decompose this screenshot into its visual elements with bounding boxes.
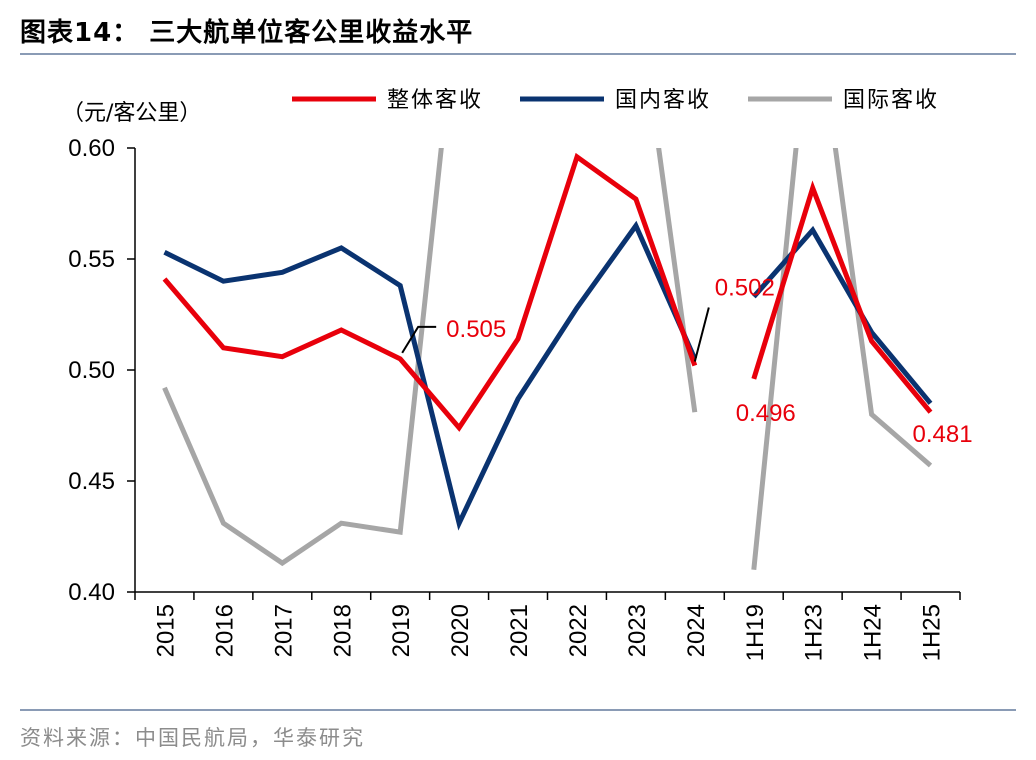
data-label: 0.481: [913, 421, 973, 448]
y-tick-label: 0.40: [68, 579, 115, 606]
series-line-2-annual: [163, 220, 698, 531]
data-label: 0.496: [736, 400, 796, 427]
series-layer: [162, 148, 933, 571]
data-label: 0.505: [446, 316, 506, 343]
y-tick-label: 0.45: [68, 468, 115, 495]
chart-title: 图表14： 三大航单位客公里收益水平: [20, 18, 474, 48]
x-tick-label: 2021: [506, 604, 533, 657]
title-divider: [20, 53, 1016, 55]
legend: 整体客收 国内客收 国际客收: [292, 88, 939, 113]
legend-label: 整体客收: [387, 88, 483, 113]
series-line-1-half-year: [751, 180, 933, 414]
leader-line: [401, 325, 437, 354]
x-axis: 2015 2016 2017 2018 2019 2020 2021 2022 2023 2024…: [134, 591, 961, 661]
x-tick-label: 1H23: [801, 604, 828, 661]
x-tick-label: 2020: [447, 604, 474, 657]
x-tick-label: 2015: [152, 604, 179, 657]
legend-label: 国际客收: [843, 88, 939, 113]
x-tick-label: 1H25: [919, 604, 946, 661]
x-tick-label: 1H24: [860, 604, 887, 661]
x-tick-label: 2017: [270, 604, 297, 657]
leader-line: [693, 307, 710, 362]
y-tick-label: 0.50: [68, 357, 115, 384]
footer-divider: [20, 709, 1016, 711]
x-tick-label: 2023: [624, 604, 651, 657]
y-axis: 0.60 0.55 0.50 0.45 0.40: [68, 135, 136, 606]
series-line-3-annual: [162, 148, 698, 567]
x-tick-label: 2016: [211, 604, 238, 657]
y-tick-label: 0.55: [68, 246, 115, 273]
series-line-2-half-year: [751, 225, 933, 405]
y-unit-label: （元/客公里）: [62, 101, 201, 126]
x-tick-label: 2019: [388, 604, 415, 657]
legend-label: 国内客收: [615, 88, 711, 113]
source-note: 资料来源：中国民航局，华泰研究: [20, 726, 365, 750]
data-label: 0.502: [715, 275, 775, 302]
x-tick-label: 2018: [329, 604, 356, 657]
series-line-1-annual: [162, 152, 698, 432]
y-tick-label: 0.60: [68, 135, 115, 162]
x-tick-label: 2022: [565, 604, 592, 657]
x-tick-label: 1H19: [742, 604, 769, 661]
x-tick-label: 2024: [683, 604, 710, 657]
data-labels: 0.505 0.502 0.496 0.481: [401, 275, 973, 448]
